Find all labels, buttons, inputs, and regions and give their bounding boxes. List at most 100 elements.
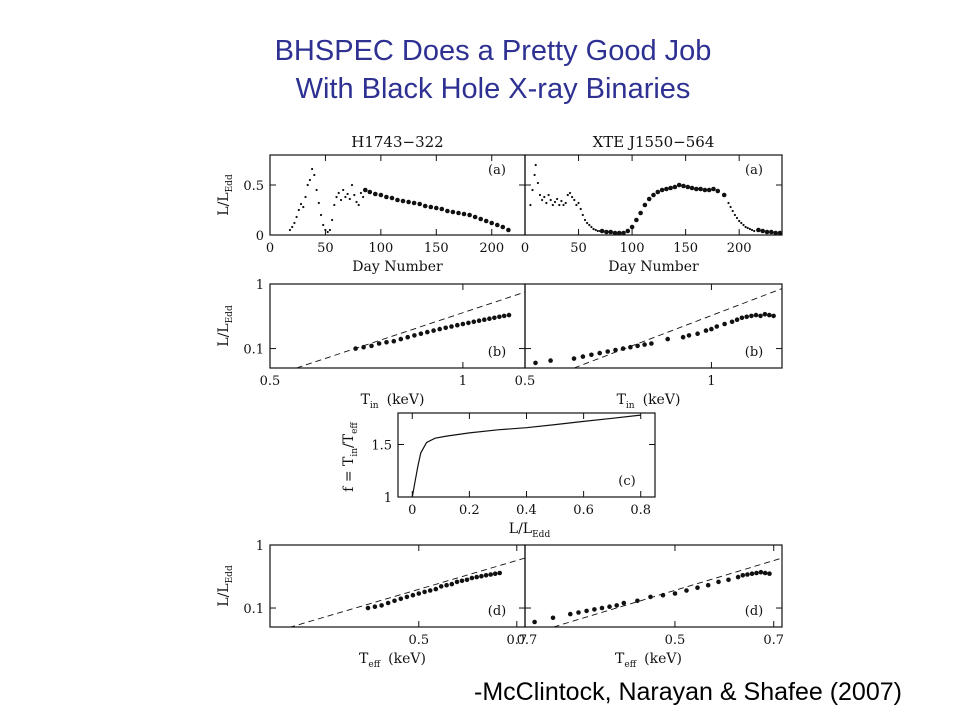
data-point bbox=[762, 311, 768, 317]
y-axis-label-main: L/L bbox=[216, 583, 232, 606]
slide-title-line-1: BHSPEC Does a Pretty Good Job bbox=[274, 35, 712, 67]
slide-title-line-2: With Black Hole X-ray Binaries bbox=[295, 73, 691, 105]
x-axis-label: L/LEdd bbox=[509, 521, 551, 540]
data-point bbox=[589, 352, 594, 358]
x-tick-label: 0.2 bbox=[459, 503, 480, 518]
data-point bbox=[438, 584, 444, 589]
data-point bbox=[474, 574, 480, 580]
data-point bbox=[599, 605, 605, 611]
data-point bbox=[571, 356, 577, 361]
data-point bbox=[746, 226, 749, 230]
x-axis-label-sub: in bbox=[626, 401, 635, 411]
data-point bbox=[634, 217, 639, 223]
data-point bbox=[492, 315, 497, 321]
data-point bbox=[686, 333, 692, 338]
data-point bbox=[551, 203, 554, 207]
data-point bbox=[685, 184, 691, 190]
data-point bbox=[534, 163, 537, 167]
data-point bbox=[664, 186, 669, 192]
data-point bbox=[416, 591, 422, 596]
y-axis-label: f = Tin/Teff bbox=[341, 422, 360, 492]
data-point bbox=[549, 198, 552, 202]
x-axis-label: Teff (keV) bbox=[615, 651, 682, 670]
data-point bbox=[668, 185, 673, 191]
data-point bbox=[398, 596, 404, 602]
data-point bbox=[731, 209, 734, 213]
x-axis-label-main: T bbox=[617, 392, 627, 408]
x-axis-label: Day Number bbox=[608, 259, 699, 275]
data-point bbox=[492, 571, 498, 576]
data-point bbox=[648, 594, 653, 600]
data-point bbox=[760, 228, 765, 234]
data-point bbox=[405, 334, 411, 340]
data-point bbox=[580, 354, 586, 359]
data-point bbox=[348, 197, 351, 201]
data-point bbox=[684, 588, 689, 593]
x-axis-label: Day Number bbox=[352, 259, 443, 275]
data-point bbox=[586, 221, 589, 225]
data-point bbox=[302, 205, 305, 209]
data-point bbox=[533, 360, 538, 366]
data-point bbox=[689, 185, 695, 191]
data-point bbox=[573, 198, 576, 202]
data-point bbox=[714, 324, 720, 329]
data-point bbox=[568, 611, 573, 617]
data-point bbox=[326, 230, 329, 234]
data-point bbox=[379, 603, 384, 608]
data-point bbox=[431, 328, 436, 333]
data-point bbox=[642, 202, 648, 208]
panel-frame bbox=[269, 283, 526, 369]
data-point bbox=[506, 312, 512, 318]
data-point bbox=[649, 341, 654, 346]
data-point bbox=[444, 582, 449, 588]
data-point bbox=[612, 230, 618, 235]
x-tick-label: 0.5 bbox=[665, 633, 686, 648]
data-point bbox=[350, 183, 354, 187]
data-point bbox=[428, 204, 434, 210]
data-point bbox=[571, 195, 574, 199]
plot-area bbox=[533, 288, 782, 368]
data-point bbox=[427, 588, 433, 593]
y-tick-label: 0.5 bbox=[243, 179, 264, 194]
data-point bbox=[357, 203, 360, 207]
data-point bbox=[702, 187, 708, 193]
x-axis-label-unit: (keV) bbox=[388, 651, 426, 667]
panel-label: (b) bbox=[488, 345, 506, 360]
data-point bbox=[681, 183, 686, 189]
data-point bbox=[605, 349, 610, 354]
data-point bbox=[335, 195, 338, 199]
data-point bbox=[319, 213, 323, 217]
data-point bbox=[709, 326, 714, 332]
data-point bbox=[449, 324, 454, 329]
data-point bbox=[346, 192, 349, 196]
data-point bbox=[575, 203, 578, 207]
data-point bbox=[579, 207, 582, 211]
data-point bbox=[538, 193, 542, 197]
data-point bbox=[404, 594, 410, 600]
data-point bbox=[599, 228, 605, 234]
data-point bbox=[716, 579, 721, 585]
data-point bbox=[482, 317, 487, 323]
data-point bbox=[322, 223, 325, 227]
data-point bbox=[308, 178, 311, 182]
data-point bbox=[628, 344, 633, 350]
data-point bbox=[680, 334, 686, 340]
data-point bbox=[543, 195, 546, 199]
panel-a-right: 0 50 100 150 200 (a) XTE J1550−564 Day Number bbox=[521, 133, 783, 275]
x-axis-label-unit: (keV) bbox=[643, 392, 681, 408]
x-tick-label: 0 bbox=[521, 241, 529, 256]
panel-a-left: 0 50 100 150 200 0 0.5 (a) H1743−322 Day Number L/… bbox=[216, 133, 526, 275]
data-point bbox=[597, 350, 602, 356]
citation: -McClintock, Narayan & Shafee (2007) bbox=[474, 678, 902, 706]
data-point bbox=[373, 191, 378, 197]
x-tick-label: 0.8 bbox=[630, 503, 651, 518]
data-point bbox=[455, 322, 460, 328]
data-point bbox=[497, 570, 503, 576]
data-point bbox=[676, 182, 682, 188]
data-point bbox=[614, 603, 619, 608]
data-point bbox=[726, 577, 731, 583]
data-point bbox=[753, 312, 759, 318]
data-point bbox=[777, 230, 782, 235]
y-axis-label-main: L/L bbox=[216, 192, 232, 215]
x-tick-label: 0.5 bbox=[515, 374, 536, 389]
